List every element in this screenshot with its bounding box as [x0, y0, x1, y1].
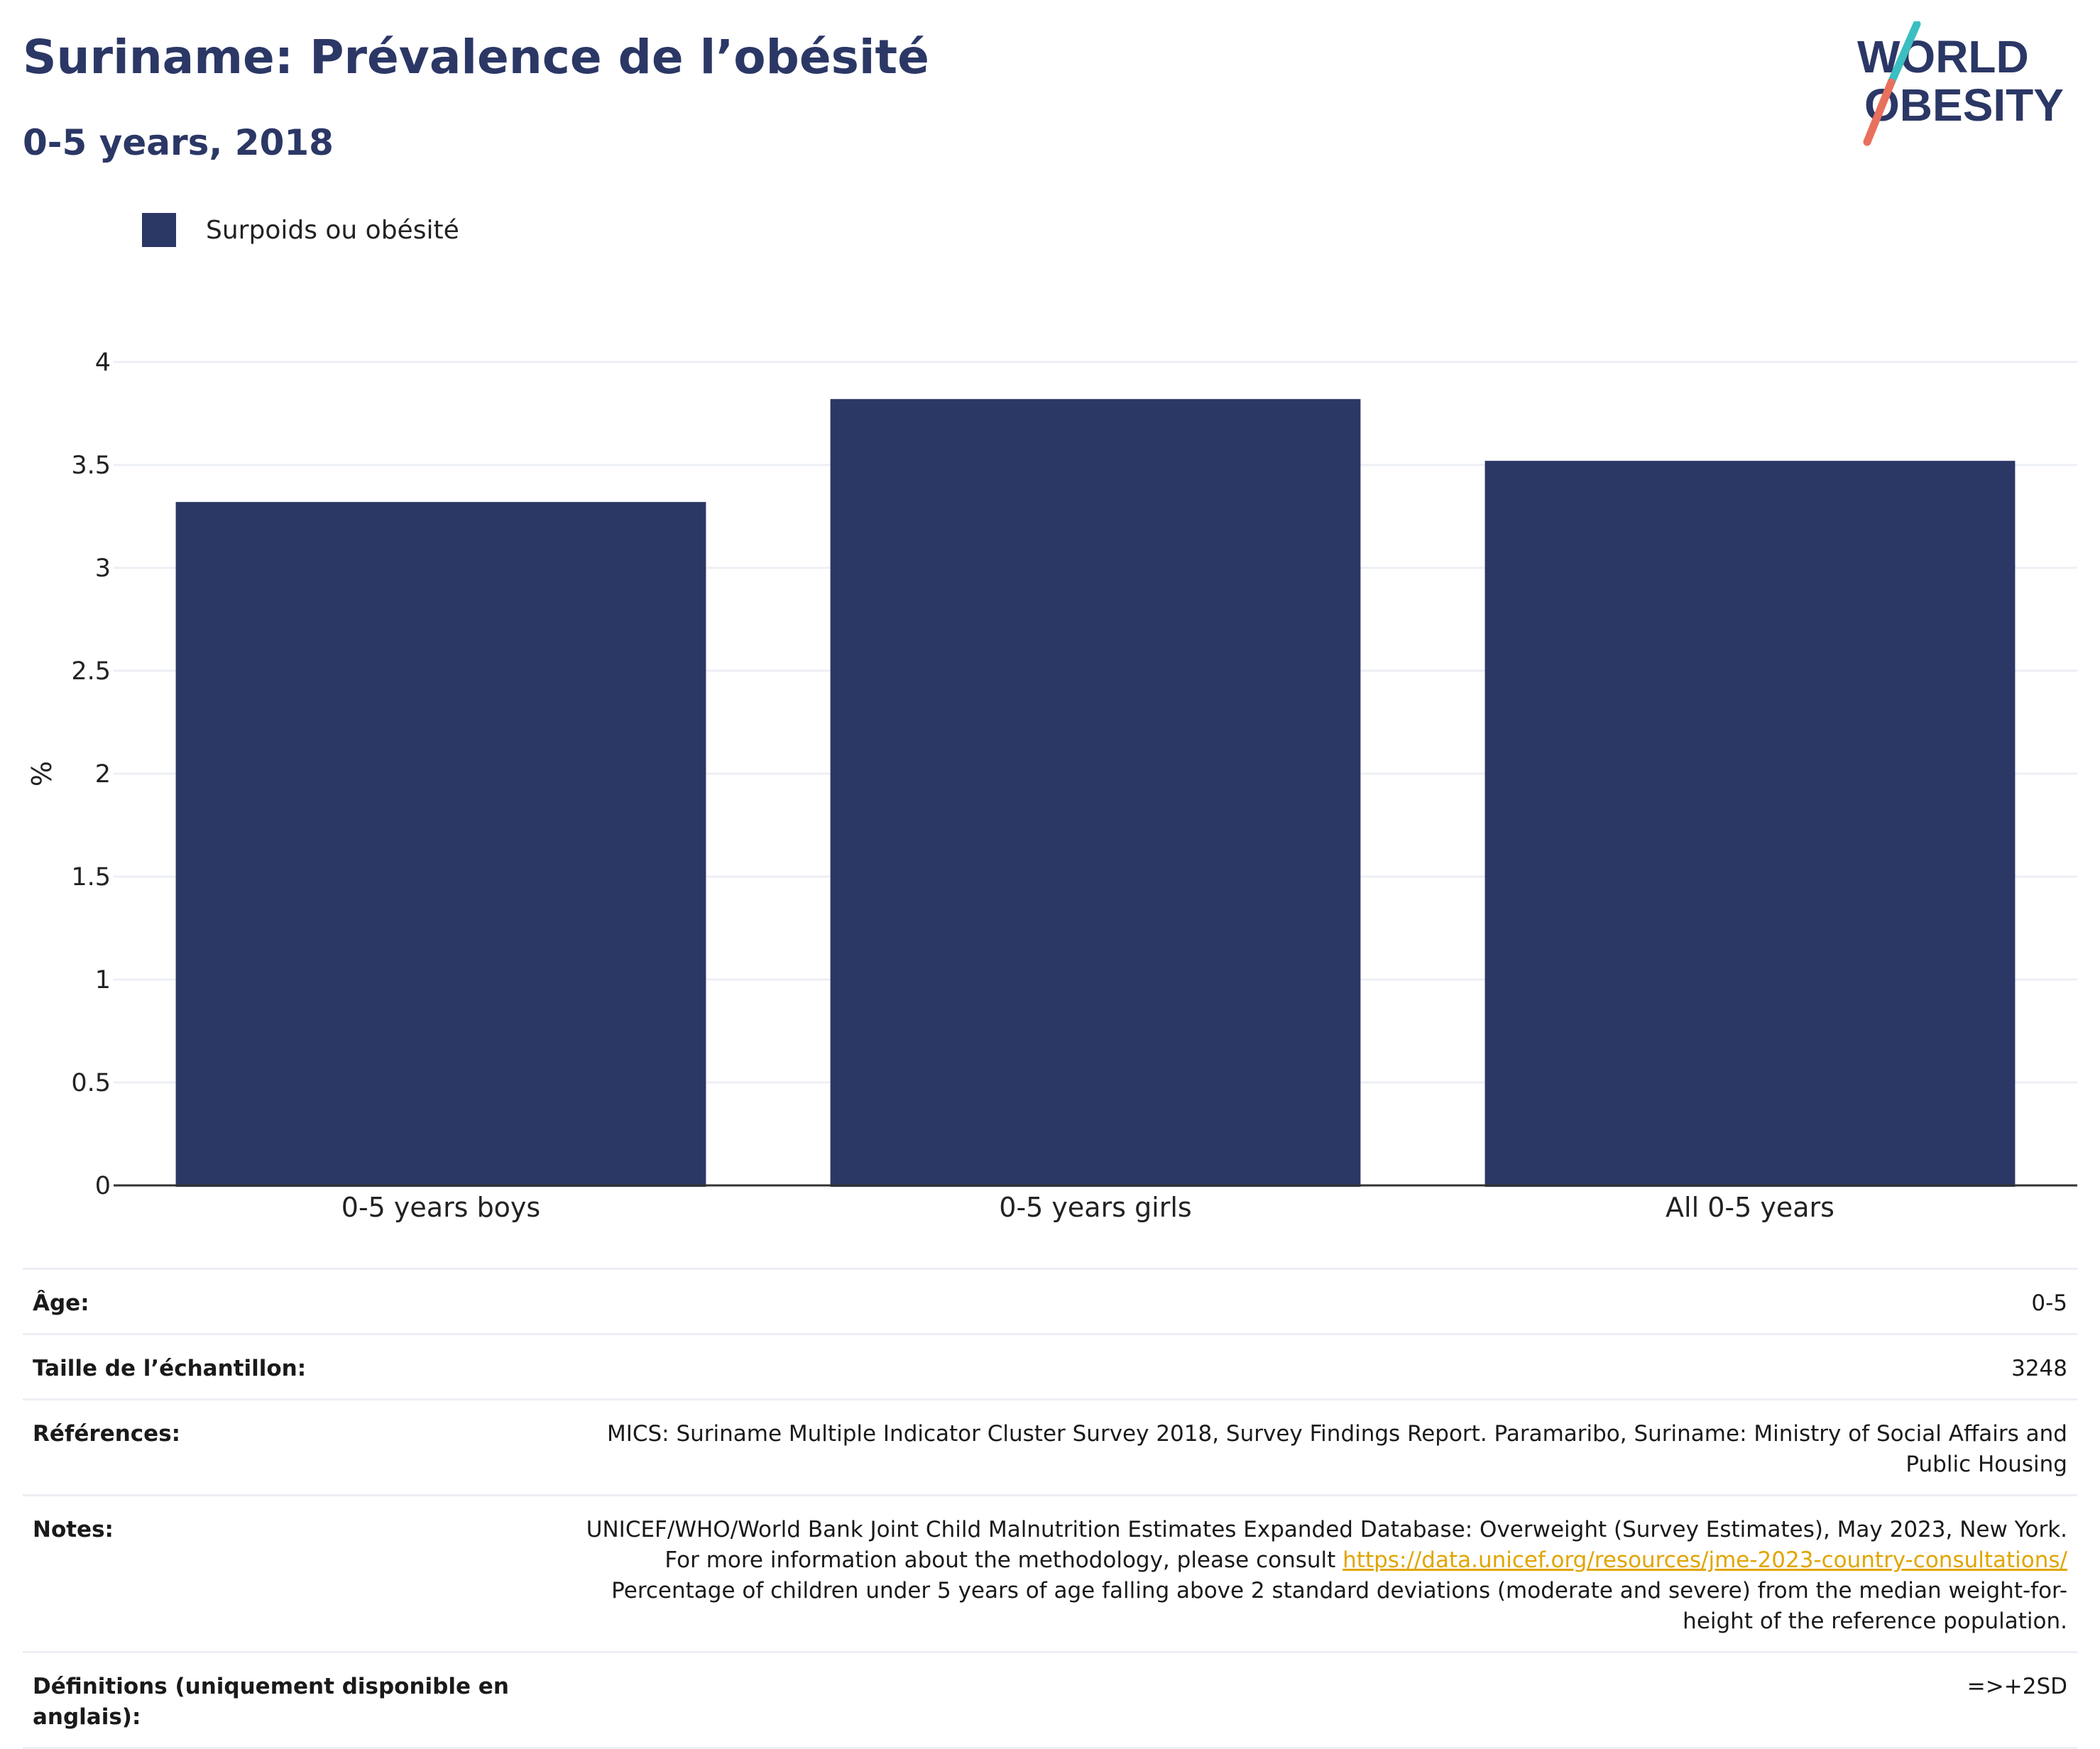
y-tick-label: 3.5	[71, 451, 111, 480]
info-row-age: Âge: 0-5	[23, 1270, 2077, 1335]
info-label-sample: Taille de l’échantillon:	[33, 1356, 307, 1381]
info-row-sample: Taille de l’échantillon: 3248	[23, 1335, 2077, 1400]
info-label-notes: Notes:	[33, 1517, 114, 1542]
logo-slash-coral	[1863, 78, 1896, 146]
chart-title: Suriname: Prévalence de l’obésité	[23, 30, 929, 84]
logo-line2: OBESITY	[1864, 80, 2064, 131]
bar	[1484, 461, 2016, 1187]
x-tick-label: 0-5 years boys	[341, 1192, 540, 1223]
x-tick-label: All 0-5 years	[1666, 1192, 1834, 1223]
info-label-references: Références:	[33, 1421, 181, 1447]
info-value-age: 0-5	[2031, 1290, 2067, 1316]
y-tick-label: 1.5	[71, 863, 111, 892]
info-row-references: Références: MICS: Suriname Multiple Indi…	[23, 1400, 2077, 1496]
notes-link[interactable]: https://data.unicef.org/resources/jme-20…	[1342, 1547, 2067, 1573]
bar-chart: 00.511.522.533.54 0-5 years boys 0-5 year…	[26, 349, 2077, 1223]
chart-subtitle: 0-5 years, 2018	[23, 122, 334, 163]
world-obesity-logo: WORLD OBESITY	[1857, 21, 2064, 146]
y-tick-label: 0.5	[71, 1069, 111, 1097]
info-row-notes: Notes: UNICEF/WHO/World Bank Joint Child…	[23, 1496, 2077, 1653]
y-tick-labels: 0 0.5 1 1.5 2 2.5 3 3.5 4	[71, 349, 111, 1200]
y-tick-label: 0	[95, 1172, 111, 1200]
x-tick-label: 0-5 years girls	[999, 1192, 1191, 1223]
bar	[175, 502, 706, 1187]
y-tick-label: 1	[95, 966, 111, 994]
info-label-age: Âge:	[33, 1290, 89, 1316]
y-axis-label: %	[26, 761, 58, 786]
info-label-definitions: Définitions (uniquement disponible en an…	[33, 1674, 509, 1730]
legend-swatch	[142, 213, 176, 247]
info-row-definitions: Définitions (uniquement disponible en an…	[23, 1653, 2077, 1749]
y-tick-label: 4	[95, 349, 111, 377]
info-value-references: MICS: Suriname Multiple Indicator Cluste…	[606, 1421, 2067, 1477]
notes-text-1: UNICEF/WHO/World Bank Joint Child Malnut…	[586, 1517, 2067, 1573]
notes-text-2: Percentage of children under 5 years of …	[611, 1578, 2067, 1634]
logo-slash-teal	[1887, 21, 1921, 87]
y-tick-label: 3	[95, 554, 111, 583]
y-tick-label: 2.5	[71, 657, 111, 686]
bar-layer	[175, 399, 2016, 1188]
info-value-notes: UNICEF/WHO/World Bank Joint Child Malnut…	[530, 1515, 2067, 1637]
y-tick-label: 2	[95, 760, 111, 789]
info-table: Âge: 0-5 Taille de l’échantillon: 3248 R…	[23, 1268, 2077, 1749]
logo-line1: WORLD	[1857, 31, 2029, 82]
bar	[830, 399, 1361, 1188]
info-value-sample: 3248	[2011, 1356, 2067, 1381]
x-tick-labels: 0-5 years boys 0-5 years girls All 0-5 yea…	[341, 1192, 1834, 1223]
chart-legend: Surpoids ou obésité	[142, 213, 459, 247]
legend-label: Surpoids ou obésité	[206, 215, 459, 245]
info-value-definitions: =>+2SD	[1967, 1674, 2067, 1699]
